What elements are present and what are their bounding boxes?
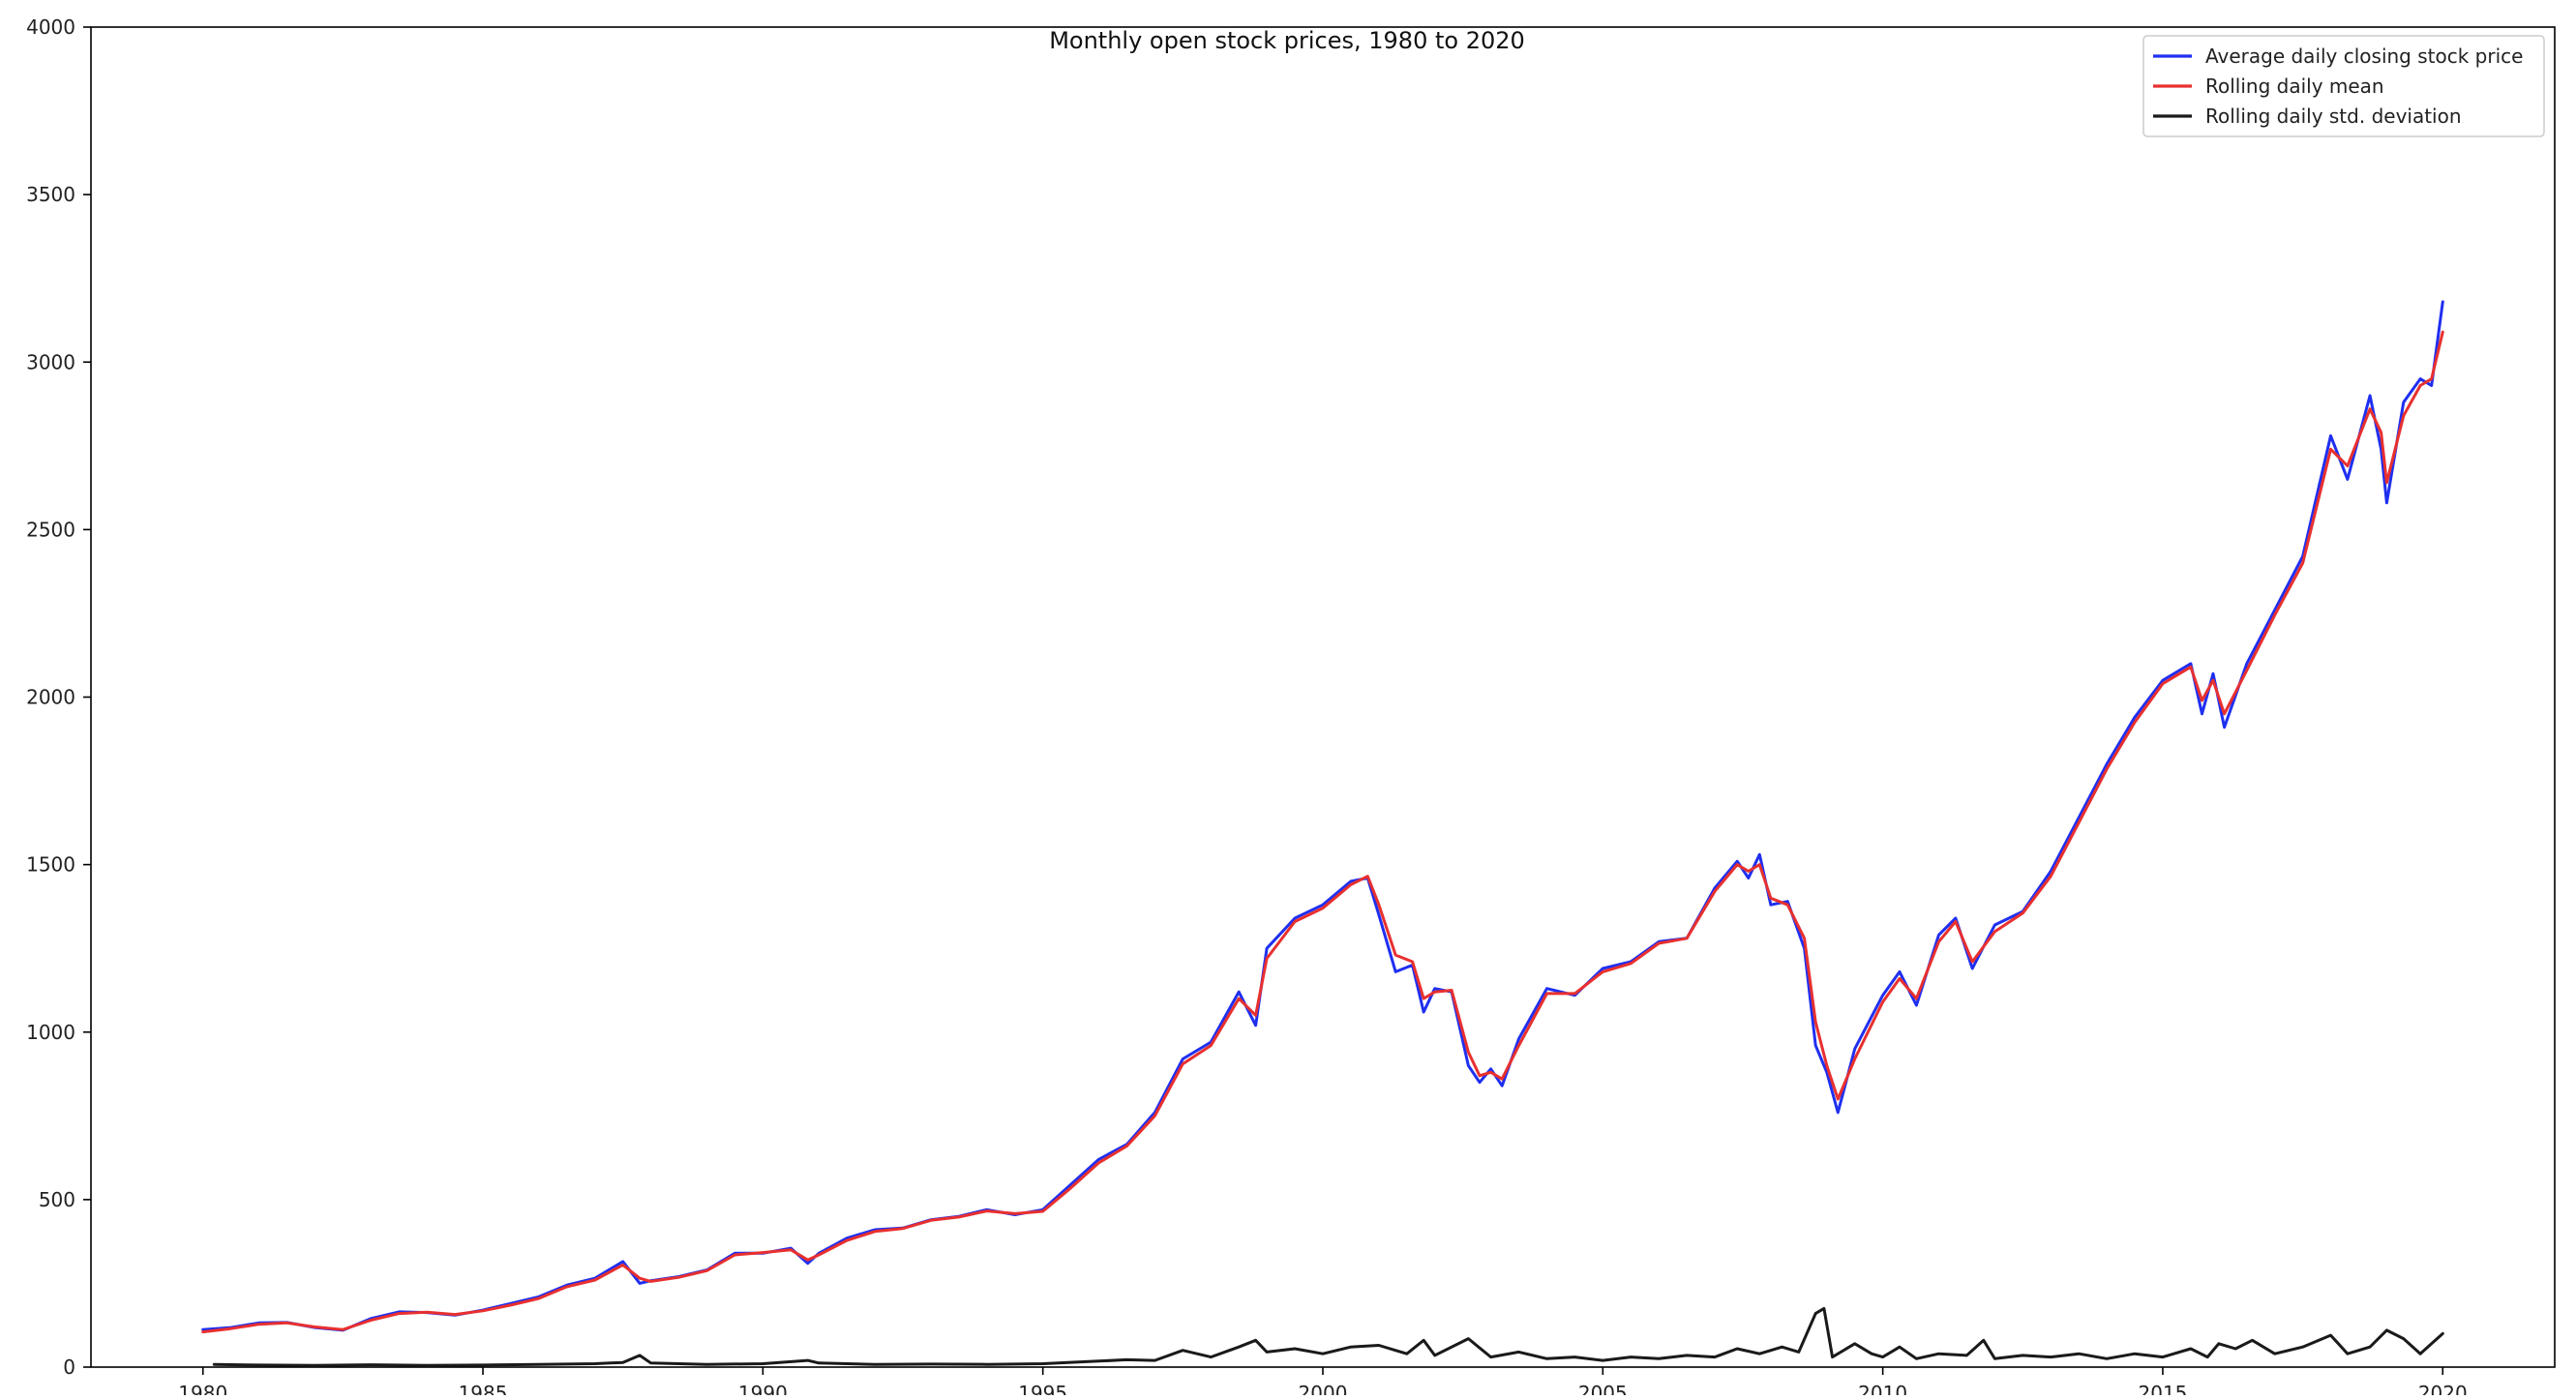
y-tick-label: 3500: [26, 183, 75, 206]
y-tick-label: 1500: [26, 853, 75, 877]
x-tick-label: 1985: [459, 1382, 508, 1395]
chart-title: Monthly open stock prices, 1980 to 2020: [1049, 27, 1525, 54]
y-tick-label: 2000: [26, 686, 75, 709]
x-tick-label: 2015: [2139, 1382, 2188, 1395]
legend-box: [2142, 35, 2545, 137]
y-tick-label: 0: [63, 1355, 75, 1379]
x-tick-label: 2000: [1299, 1382, 1348, 1395]
y-tick-label: 2500: [26, 518, 75, 541]
x-tick-label: 1980: [178, 1382, 227, 1395]
legend: Average daily closing stock price Rolling…: [2142, 35, 2545, 137]
legend-label-1: Rolling daily mean: [2205, 74, 2384, 98]
x-tick-label: 1995: [1018, 1382, 1067, 1395]
y-tick-label: 4000: [26, 15, 75, 39]
series-layer: [201, 300, 2444, 1367]
x-tick-label: 2010: [1858, 1382, 1907, 1395]
legend-label-2: Rolling daily std. deviation: [2205, 104, 2462, 128]
x-tick-label: 2020: [2418, 1382, 2468, 1395]
legend-label-0: Average daily closing stock price: [2205, 45, 2523, 68]
x-tick-label: 2005: [1578, 1382, 1628, 1395]
series-line-1: [201, 330, 2444, 1334]
y-tick-label: 3000: [26, 350, 75, 373]
y-axis: 0 500 1000 1500 2000 2500 3000 3500 4000: [26, 15, 91, 1379]
y-tick-label: 1000: [26, 1021, 75, 1044]
x-tick-label: 1990: [738, 1382, 788, 1395]
series-line-2: [212, 1306, 2444, 1367]
y-tick-label: 500: [39, 1188, 75, 1211]
